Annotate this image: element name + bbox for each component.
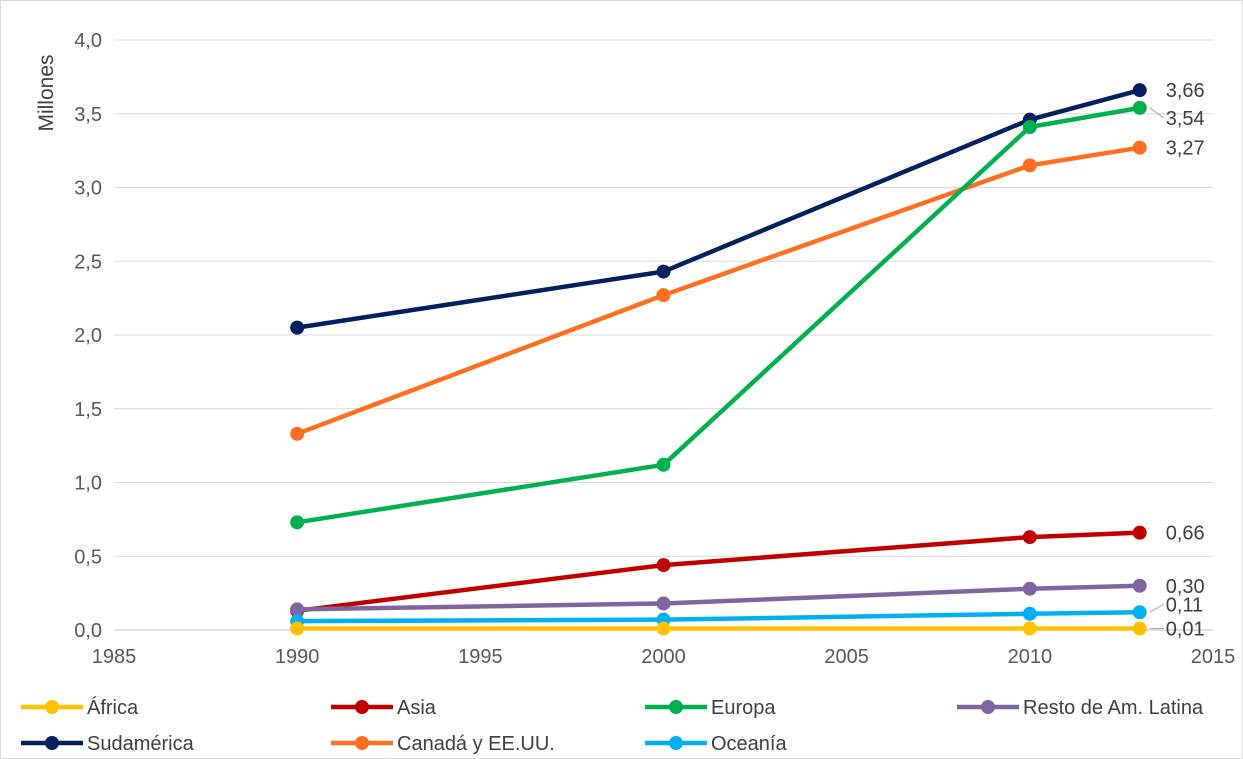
legend-marker: [45, 736, 59, 750]
series-lines: [290, 83, 1147, 636]
legend-marker: [669, 736, 683, 750]
data-point: [290, 621, 305, 636]
legend-marker: [355, 736, 369, 750]
legend-marker: [981, 700, 995, 714]
series-line: [294, 610, 1142, 624]
data-point: [1022, 581, 1037, 596]
data-point: [1132, 578, 1147, 593]
data-point: [656, 596, 671, 611]
data-point: [1022, 530, 1037, 545]
data-point: [656, 264, 671, 279]
data-point: [290, 602, 305, 617]
series-line: [294, 87, 1142, 330]
data-point: [290, 320, 305, 335]
data-point: [290, 515, 305, 530]
legend: África Asia Europa Resto de Am. Latina Sudam…: [21, 696, 1204, 755]
y-tick-label: 4,0: [74, 30, 102, 52]
legend-label: Asia: [397, 697, 437, 719]
series-line: [294, 145, 1142, 437]
data-point: [1132, 621, 1147, 636]
x-tick-label: 1990: [275, 646, 320, 668]
y-tick-label: 3,5: [74, 104, 102, 126]
label-leader: [1149, 603, 1164, 613]
series-line: [294, 105, 1142, 525]
y-tick-label: 0,5: [74, 546, 102, 568]
legend-marker: [669, 700, 683, 714]
legend-marker: [355, 700, 369, 714]
y-axis-label: Millones: [35, 54, 58, 131]
x-tick-label: 2015: [1191, 646, 1236, 668]
data-label: 0,30: [1166, 576, 1205, 598]
data-point: [656, 288, 671, 303]
data-label: 3,66: [1166, 80, 1205, 102]
data-point: [656, 457, 671, 472]
data-point: [1132, 525, 1147, 540]
data-point: [656, 621, 671, 636]
legend-label: Resto de Am. Latina: [1023, 697, 1204, 719]
data-point: [290, 426, 305, 441]
data-point: [1132, 140, 1147, 155]
x-tick-label: 2005: [824, 646, 869, 668]
x-tick-label: 2010: [1008, 646, 1053, 668]
x-axis-ticks: 1985 1990 1995 2000 2005 2010 2015: [92, 646, 1236, 668]
y-tick-label: 0,0: [74, 620, 102, 642]
data-label: 0,01: [1166, 619, 1205, 641]
gridlines: [114, 39, 1213, 631]
data-point: [1132, 605, 1147, 620]
y-tick-label: 3,0: [74, 178, 102, 200]
y-tick-label: 1,0: [74, 473, 102, 495]
series-line: [294, 530, 1142, 614]
label-leader: [1149, 107, 1165, 119]
data-label: 3,54: [1166, 108, 1205, 130]
data-point: [1022, 606, 1037, 621]
data-point: [656, 558, 671, 573]
legend-label: Canadá y EE.UU.: [397, 733, 555, 755]
data-point: [1022, 120, 1037, 135]
y-axis-ticks: 0,0 0,5 1,0 1,5 2,0 2,5 3,0 3,5 4,0: [74, 30, 102, 642]
data-label: 0,66: [1166, 523, 1205, 545]
data-point: [1022, 621, 1037, 636]
legend-label: Europa: [711, 697, 776, 719]
y-tick-label: 1,5: [74, 399, 102, 421]
series-line: [294, 583, 1142, 612]
legend-label: África: [87, 696, 139, 719]
y-tick-label: 2,0: [74, 325, 102, 347]
x-tick-label: 1985: [92, 646, 137, 668]
y-tick-label: 2,5: [74, 251, 102, 273]
data-label: 3,27: [1166, 138, 1205, 160]
data-label: 0,11: [1166, 594, 1203, 616]
x-tick-label: 2000: [641, 646, 686, 668]
data-labels: 0,01 0,66 3,54 0,30 3,66 3,27 0,11: [1149, 80, 1205, 641]
legend-marker: [45, 700, 59, 714]
data-point: [1132, 100, 1147, 115]
data-point: [1022, 158, 1037, 173]
legend-label: Oceanía: [711, 733, 787, 755]
data-point: [1132, 83, 1147, 98]
x-tick-label: 1995: [458, 646, 503, 668]
legend-label: Sudamérica: [87, 733, 195, 755]
